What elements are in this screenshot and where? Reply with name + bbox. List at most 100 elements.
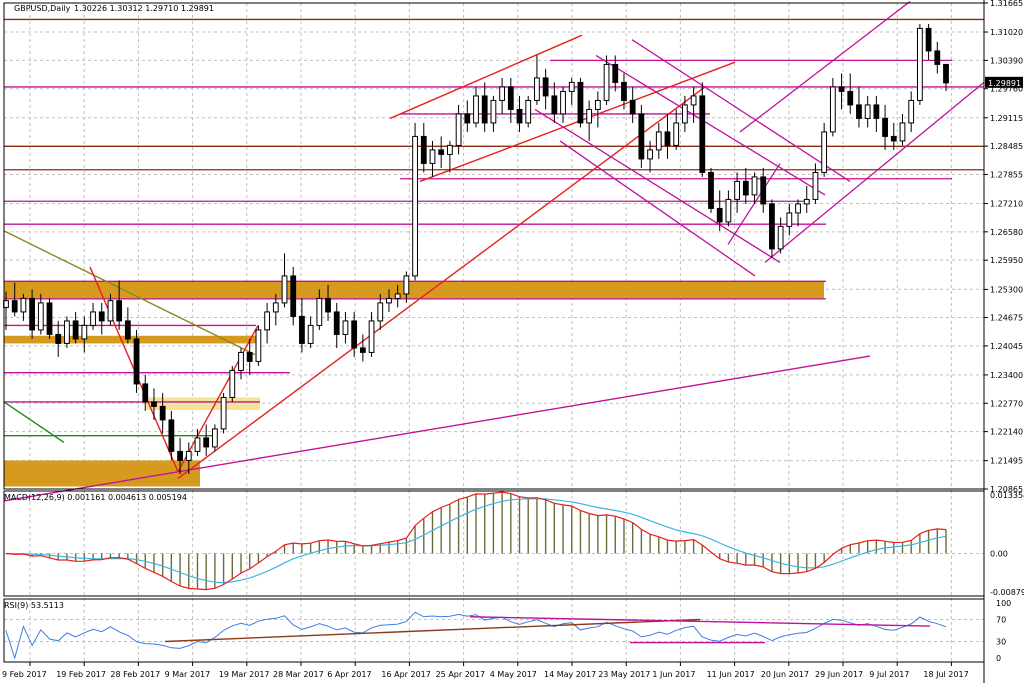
magenta-channel-1 [631, 39, 851, 182]
candle-bear [359, 347, 366, 353]
candle-bear [299, 315, 305, 344]
current-price-label: 1.29891 [988, 79, 1021, 88]
price-tick-label: 1.28485 [990, 142, 1023, 151]
candle-bear [159, 405, 166, 421]
candle-bull [368, 320, 375, 353]
macd-tick-label: -0.008797 [990, 588, 1024, 597]
candle-bull [255, 329, 262, 362]
candle-bear [133, 338, 140, 385]
candle-bull [647, 149, 653, 160]
red-long-uptrend [177, 86, 706, 479]
date-tick-label: 14 May 2017 [544, 670, 596, 679]
candle-bull [655, 131, 662, 151]
rsi-tick-label: 100 [996, 599, 1011, 608]
candle-bear [856, 104, 862, 119]
candle-bear [116, 300, 123, 322]
candle-bear [46, 302, 53, 335]
date-tick-label: 28 Mar 2017 [273, 670, 324, 679]
date-tick-label: 1 Jun 2017 [652, 670, 695, 679]
price-tick-label: 1.23400 [990, 371, 1023, 380]
candle-bear [716, 207, 723, 223]
candle-bull [90, 311, 96, 326]
candle-bull [803, 198, 810, 205]
candle-bear [29, 297, 36, 331]
candle-bear [11, 300, 18, 313]
candle-bear [420, 135, 427, 164]
candle-bear [55, 333, 62, 344]
price-tick-label: 1.22140 [990, 428, 1023, 437]
candle-bear [638, 113, 645, 160]
candle-bull [499, 86, 506, 101]
price-axis: 1.31665 1.31020 1.30390 1.29760 1.29115 1.284… [984, 0, 1024, 663]
date-tick-label: 11 Jun 2017 [707, 670, 755, 679]
macd-line [5, 491, 947, 591]
rsi-resistance-trend [469, 616, 931, 627]
candle-bear [203, 437, 210, 448]
candle-bull [229, 369, 236, 398]
date-tick-label: 23 May 2017 [598, 670, 650, 679]
candle-bear [699, 95, 706, 173]
date-tick-label: 19 Feb 2017 [56, 670, 106, 679]
candle-bull [751, 176, 758, 196]
olive-downtrend [3, 230, 256, 356]
candle-bull [194, 437, 201, 452]
candle-bull [455, 113, 462, 146]
symbol-label: GBPUSD,Daily [14, 4, 71, 13]
candle-bear [177, 450, 183, 461]
candle-bull [725, 198, 732, 223]
date-tick-label: 25 Apr 2017 [436, 670, 485, 679]
candle-bear [72, 320, 79, 340]
green-downtrend [3, 401, 65, 444]
price-tick-label: 1.25300 [990, 285, 1023, 294]
macd-panel [4, 491, 984, 591]
current-price-marker [985, 76, 1023, 88]
candle-bear [882, 117, 888, 137]
candle-bull [20, 297, 27, 313]
magenta-up-channel-bottom [764, 81, 985, 263]
candle-bull [690, 95, 697, 106]
date-tick-label: 29 Jun 2017 [815, 670, 863, 679]
rsi-support-trend [164, 618, 701, 643]
candle-bear [838, 86, 845, 92]
candle-bull [786, 212, 793, 227]
candle-bear [333, 311, 340, 335]
rsi-panel [4, 611, 984, 660]
candle-bear [629, 99, 636, 115]
price-tick-label: 1.31020 [990, 28, 1023, 37]
candle-bull [386, 297, 392, 304]
magenta-up-channel-top [739, 0, 911, 133]
magenta-long-uptrend [3, 355, 871, 502]
candles[interactable] [3, 23, 949, 474]
candle-bull [681, 104, 688, 124]
candle-bull [812, 171, 819, 200]
candle-bear [873, 104, 880, 119]
date-tick-label: 9 Mar 2017 [165, 670, 211, 679]
candle-bear [246, 351, 253, 362]
candle-bear [142, 383, 149, 403]
magenta-channel-3 [559, 140, 756, 277]
candle-bear [507, 86, 514, 110]
magenta-channel-4 [534, 108, 781, 263]
candle-bull [899, 122, 906, 142]
candle-bear [516, 108, 523, 124]
candle-bull [307, 324, 314, 344]
candle-bear [612, 63, 619, 83]
price-tick-label: 1.29115 [990, 114, 1023, 123]
red-channel-bottom [419, 61, 736, 183]
trend-lines [3, 0, 985, 502]
candle-bear [325, 297, 331, 313]
rsi-tick-label: 30 [996, 638, 1006, 647]
candle-bull [908, 99, 915, 124]
price-tick-label: 1.24045 [990, 342, 1023, 351]
price-tick-label: 1.29760 [990, 85, 1023, 94]
candle-bull [586, 108, 593, 124]
candle-bear [577, 81, 584, 124]
macd-signal-line [5, 498, 947, 584]
macd-tick-label: 0.00 [990, 549, 1008, 558]
price-tick-label: 1.26580 [990, 228, 1023, 237]
price-tick-label: 1.27855 [990, 170, 1023, 179]
date-tick-label: 16 Apr 2017 [381, 670, 430, 679]
candle-bull [81, 324, 88, 340]
